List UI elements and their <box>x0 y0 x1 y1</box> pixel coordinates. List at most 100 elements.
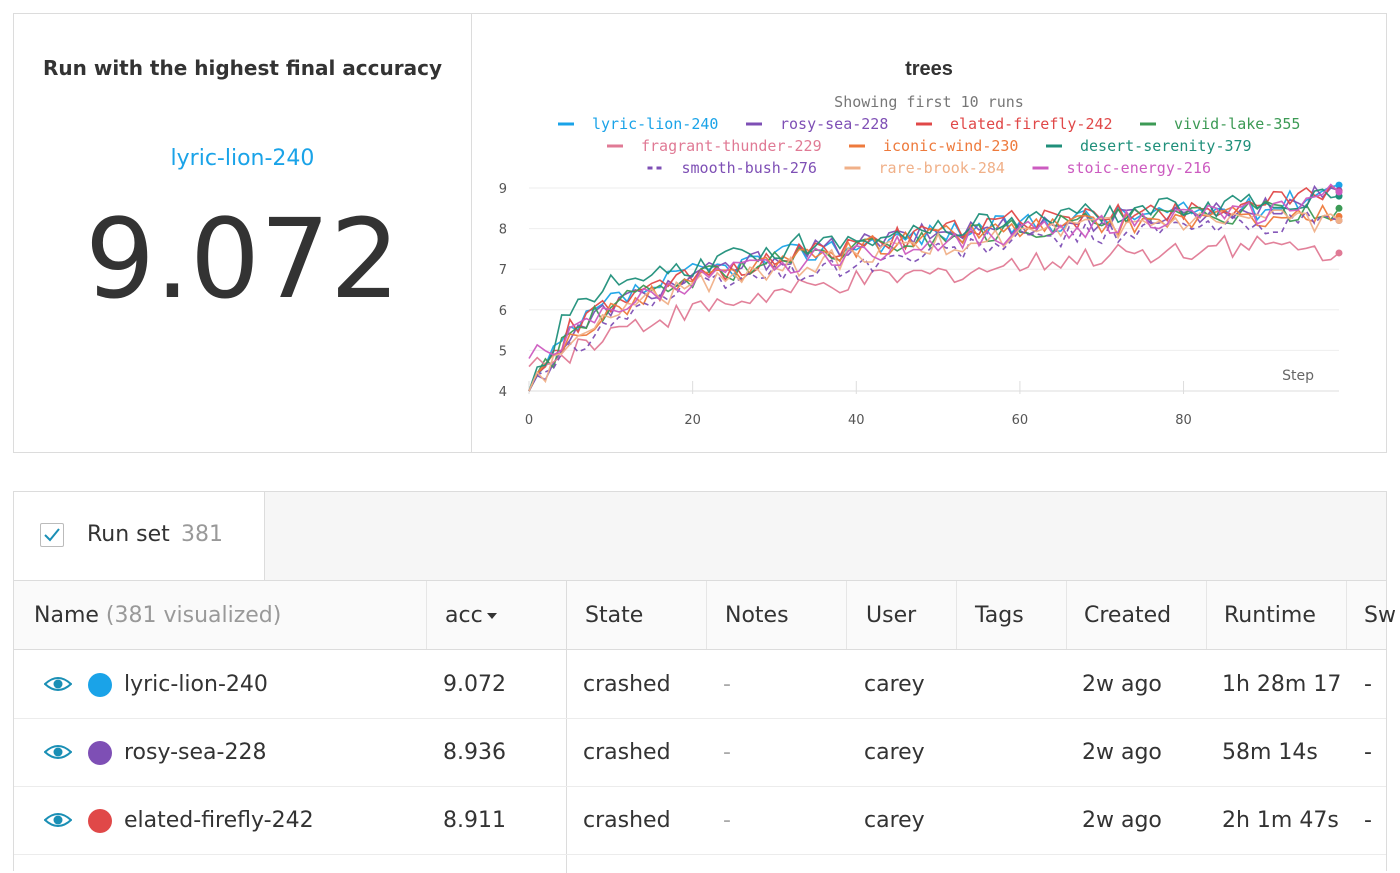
column-divider <box>706 581 707 649</box>
runset-checkbox[interactable] <box>40 523 64 547</box>
state-value: crashed <box>583 740 671 765</box>
column-header-name-suffix: (381 visualized) <box>105 603 282 628</box>
column-header-notes[interactable]: Notes <box>725 603 789 628</box>
table-row[interactable]: elated-firefly-242 8.911 crashed - carey… <box>14 786 1386 855</box>
chart-title: trees <box>905 58 953 80</box>
y-tick-label: 5 <box>499 344 507 359</box>
y-tick-label: 7 <box>499 263 507 278</box>
created-value: 2w ago <box>1082 808 1162 833</box>
sweep-value: - <box>1364 808 1372 833</box>
column-divider <box>566 581 567 873</box>
runtime-value: 58m 14s <box>1222 740 1318 765</box>
run-name[interactable]: elated-firefly-242 <box>124 808 314 833</box>
series-endpoint <box>1335 249 1343 257</box>
column-divider <box>1346 581 1347 649</box>
runset-tab[interactable]: Run set 381 <box>14 492 265 580</box>
column-header-acc-label: acc <box>445 603 483 628</box>
legend-label: elated-firefly-242 <box>950 115 1113 133</box>
runset-label: Run set <box>87 522 170 547</box>
column-header-sweep[interactable]: Sw <box>1364 603 1396 628</box>
notes-value[interactable]: - <box>723 808 731 833</box>
legend-label: rosy-sea-228 <box>780 115 888 133</box>
legend-label: smooth-bush-276 <box>682 159 817 177</box>
created-value: 2w ago <box>1082 740 1162 765</box>
legend-label: stoic-energy-216 <box>1067 159 1212 177</box>
table-row[interactable]: rosy-sea-228 8.936 crashed - carey 2w ag… <box>14 718 1386 787</box>
scalar-run-name[interactable]: lyric-lion-240 <box>170 146 315 171</box>
y-tick-label: 4 <box>499 385 507 400</box>
user-value: carey <box>864 808 925 833</box>
legend-label: desert-serenity-379 <box>1080 137 1252 155</box>
legend-label: iconic-wind-230 <box>883 137 1018 155</box>
runs-table: Name (381 visualized) acc State Notes Us… <box>14 580 1396 873</box>
column-header-user[interactable]: User <box>866 603 917 628</box>
acc-value: 8.911 <box>443 808 506 833</box>
legend-label: rare-brook-284 <box>879 159 1005 177</box>
line-chart[interactable]: trees Showing first 10 runs lyric-lion-2… <box>472 14 1386 452</box>
run-color-dot[interactable] <box>88 809 112 833</box>
scalar-panel: Run with the highest final accuracy lyri… <box>13 13 472 453</box>
column-divider <box>426 581 427 649</box>
y-tick-label: 8 <box>499 223 507 238</box>
state-value: crashed <box>583 808 671 833</box>
run-color-dot[interactable] <box>88 741 112 765</box>
run-name[interactable]: rosy-sea-228 <box>124 740 267 765</box>
line-chart-panel[interactable]: trees Showing first 10 runs lyric-lion-2… <box>471 13 1387 453</box>
sort-desc-icon <box>486 613 497 619</box>
x-axis-label: Step <box>1282 368 1314 384</box>
chart-legend: lyric-lion-240 rosy-sea-228 elated-firefly… <box>558 115 1300 177</box>
eye-icon[interactable] <box>44 743 72 761</box>
column-header-acc[interactable]: acc <box>445 603 497 628</box>
legend-label: fragrant-thunder-229 <box>641 137 822 155</box>
run-name[interactable]: lyric-lion-240 <box>124 672 268 697</box>
chart-subtitle: Showing first 10 runs <box>834 93 1024 111</box>
column-header-tags[interactable]: Tags <box>975 603 1024 628</box>
column-header-created[interactable]: Created <box>1084 603 1172 628</box>
sweep-value: - <box>1364 672 1372 697</box>
acc-value: 8.936 <box>443 740 506 765</box>
column-header-state[interactable]: State <box>585 603 644 628</box>
table-row[interactable]: lyric-lion-240 9.072 crashed - carey 2w … <box>14 650 1386 719</box>
state-value: crashed <box>583 672 671 697</box>
user-value: carey <box>864 740 925 765</box>
user-value: carey <box>864 672 925 697</box>
column-divider <box>846 581 847 649</box>
x-tick-label: 20 <box>684 413 701 428</box>
column-divider <box>956 581 957 649</box>
notes-value[interactable]: - <box>723 672 731 697</box>
column-divider <box>1066 581 1067 649</box>
series-line <box>528 183 1340 359</box>
series-endpoint <box>1335 216 1343 224</box>
series-endpoint <box>1335 204 1343 212</box>
x-tick-label: 0 <box>525 413 533 428</box>
series-line <box>528 209 1340 392</box>
eye-icon[interactable] <box>44 675 72 693</box>
runset-count: 381 <box>181 522 223 547</box>
table-header: Name (381 visualized) acc State Notes Us… <box>14 581 1396 650</box>
x-tick-label: 60 <box>1012 413 1029 428</box>
column-divider <box>1206 581 1207 649</box>
notes-value[interactable]: - <box>723 740 731 765</box>
column-header-name-label: Name <box>34 603 99 628</box>
runtime-value: 2h 1m 47s <box>1222 808 1339 833</box>
column-header-runtime[interactable]: Runtime <box>1224 603 1316 628</box>
check-icon <box>44 528 60 542</box>
runset-section: Run set 381 Name (381 visualized) acc St… <box>13 491 1396 873</box>
run-color-dot[interactable] <box>88 673 112 697</box>
created-value: 2w ago <box>1082 672 1162 697</box>
scalar-panel-title: Run with the highest final accuracy <box>43 56 442 80</box>
legend-label: lyric-lion-240 <box>592 115 718 133</box>
runtime-value: 1h 28m 17 <box>1222 672 1342 697</box>
chart-axes: 4 5 6 7 8 9 0 20 40 60 80 <box>499 182 1339 428</box>
scalar-value: 9.072 <box>85 195 400 323</box>
series-line <box>528 188 1340 392</box>
series-endpoint <box>1335 181 1343 189</box>
column-header-name[interactable]: Name (381 visualized) <box>34 603 281 628</box>
eye-icon[interactable] <box>44 811 72 829</box>
series-line <box>528 209 1340 392</box>
series-endpoint <box>1335 188 1343 196</box>
y-tick-label: 6 <box>499 304 507 319</box>
x-tick-label: 40 <box>848 413 865 428</box>
sweep-value: - <box>1364 740 1372 765</box>
x-tick-label: 80 <box>1175 413 1192 428</box>
